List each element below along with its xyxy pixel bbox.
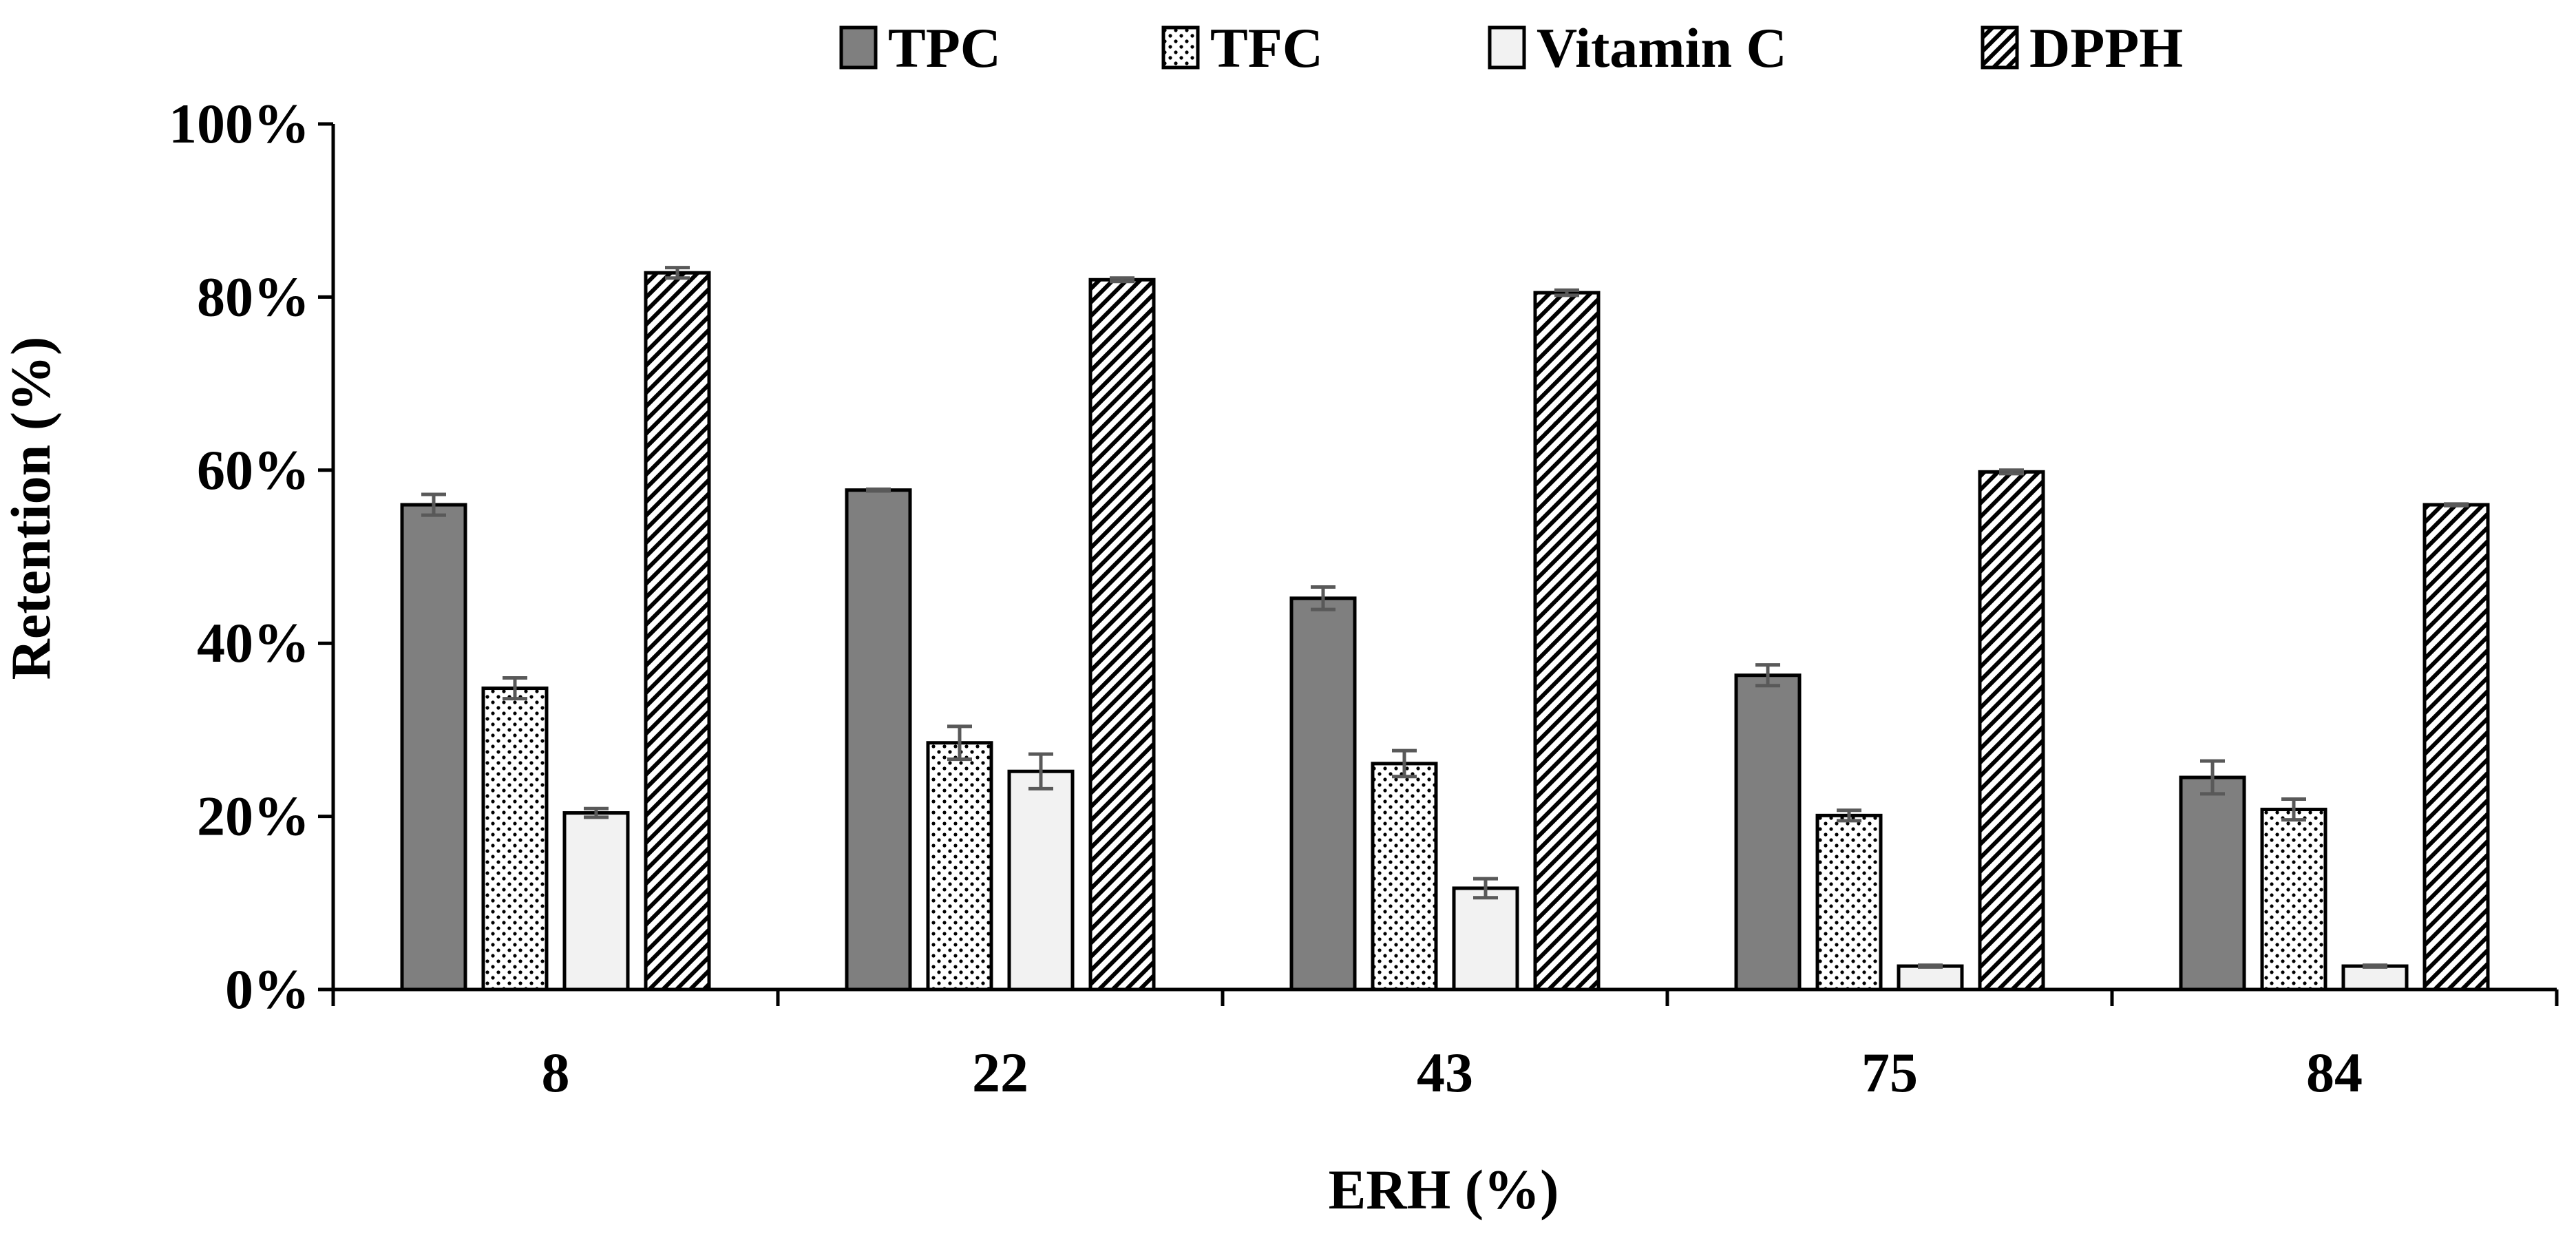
legend-label: DPPH [2029, 17, 2183, 79]
error-bar [2444, 502, 2469, 507]
bar-vitamin-c [1452, 886, 1519, 992]
error-bar [421, 492, 446, 517]
bar-dpph [1088, 277, 1156, 992]
error-bar [1473, 877, 1498, 900]
legend: TPC TFC Vitamin C DPPH [839, 17, 2183, 79]
error-bar [1918, 963, 1943, 969]
legend-swatch [1488, 25, 1526, 70]
bar-dpph [1533, 291, 1601, 992]
error-bar [1028, 752, 1053, 790]
error-bar [2281, 797, 2306, 822]
legend-swatch [839, 25, 878, 70]
error-bar [1110, 276, 1134, 284]
error-bar [503, 675, 527, 701]
error-bar [1755, 663, 1780, 688]
bar-tfc [926, 741, 993, 992]
error-bar [866, 487, 891, 493]
legend-label: TFC [1210, 17, 1323, 79]
error-bar [2363, 963, 2387, 969]
bar-vitamin-c [562, 811, 630, 992]
error-bar [1554, 288, 1579, 297]
bar-vitamin-c [2341, 964, 2409, 992]
legend-item: Vitamin C [1488, 17, 1787, 79]
x-tick-label: 8 [542, 1041, 570, 1104]
legend-item: TPC [839, 17, 1001, 79]
x-axis: 8 22 43 75 84 [331, 987, 2559, 1104]
y-axis: 0% 20% 40% 60% 80% 100% [169, 92, 335, 1020]
y-tick-label: 80% [197, 265, 310, 328]
bar-dpph [644, 271, 711, 992]
x-tick-label: 43 [1417, 1041, 1473, 1104]
x-tick-label: 75 [1861, 1041, 1918, 1104]
legend-swatch [1161, 25, 1200, 70]
bar-tfc [481, 687, 549, 992]
error-bar [665, 266, 690, 280]
legend-label: TPC [888, 17, 1001, 79]
bar-tpc [400, 503, 467, 992]
bar-vitamin-c [1897, 964, 1964, 992]
bar-dpph [2422, 503, 2490, 992]
y-axis-label: Retention (%) [0, 337, 62, 680]
y-tick-label: 40% [197, 611, 310, 674]
legend-swatch [1981, 25, 2019, 70]
error-bar [1999, 468, 2024, 476]
y-tick-label: 20% [197, 785, 310, 848]
bar-tfc [2260, 808, 2327, 992]
y-tick-label: 100% [169, 92, 310, 155]
bar-tpc [2179, 775, 2246, 992]
bars [400, 266, 2490, 992]
error-bar [947, 724, 972, 762]
error-bar [2200, 759, 2225, 796]
error-bar [1837, 808, 1861, 823]
bar-tpc [1289, 596, 1357, 992]
bar-vitamin-c [1007, 769, 1075, 992]
legend-label: Vitamin C [1537, 17, 1787, 79]
legend-item: DPPH [1981, 17, 2183, 79]
bar-tpc [1734, 673, 1802, 992]
x-axis-label: ERH (%) [1329, 1158, 1559, 1221]
x-tick-label: 84 [2306, 1041, 2363, 1104]
y-tick-label: 0% [225, 958, 310, 1020]
legend-item: TFC [1161, 17, 1323, 79]
error-bar [1311, 585, 1335, 611]
x-tick-label: 22 [972, 1041, 1028, 1104]
y-tick-label: 60% [197, 439, 310, 501]
error-bar [1392, 748, 1417, 779]
error-bar [584, 806, 609, 819]
bar-dpph [1978, 470, 2045, 992]
bar-tpc [845, 488, 912, 992]
bar-tfc [1815, 813, 1883, 992]
bar-tfc [1371, 762, 1438, 992]
